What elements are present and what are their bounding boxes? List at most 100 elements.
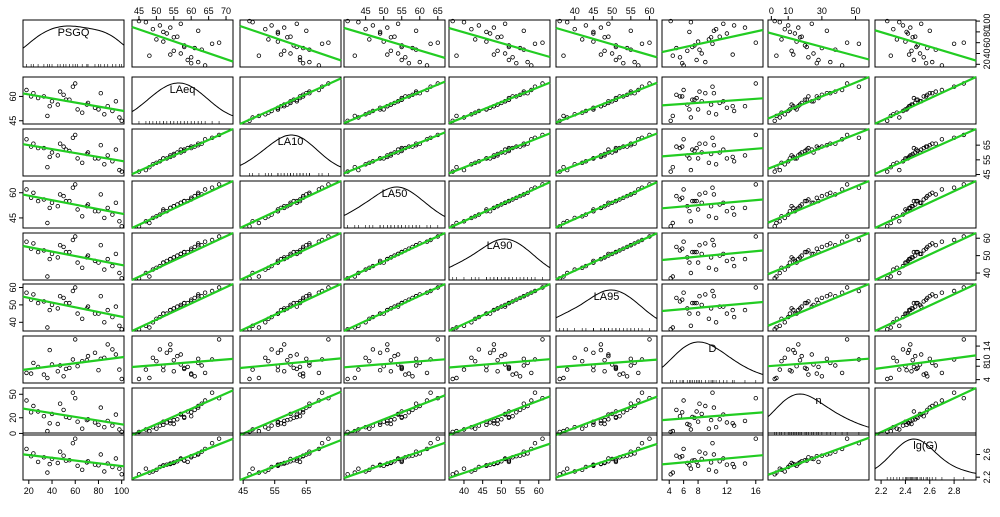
data-point-la90-d-15	[742, 256, 748, 262]
data-point-lgg-la50-23	[435, 436, 440, 441]
data-point-laeq-d-14	[694, 95, 699, 101]
tick-label-bottom-psgq-100: 100	[114, 486, 129, 496]
data-point-psgq-la50-18	[377, 29, 383, 35]
data-point-psgq-la95-27	[628, 28, 633, 33]
data-point-laeq-psgq-2	[55, 102, 60, 107]
data-point-d-la95-8	[583, 347, 589, 352]
data-point-la50-psgq-14	[35, 198, 41, 204]
tick-label-top-la50-45: 45	[361, 6, 371, 16]
data-point-la10-lgg-0	[897, 167, 902, 173]
data-point-laeq-d-0	[688, 115, 694, 120]
data-point-d-la95-25	[613, 366, 619, 372]
density-curve-psgq	[22, 25, 125, 49]
data-point-psgq-la10-22	[300, 61, 306, 66]
data-point-d-n-23	[844, 337, 850, 342]
data-point-psgq-lgg-23	[961, 40, 966, 45]
data-point-n-laeq-21	[171, 417, 176, 423]
panel-laeq-n	[767, 76, 870, 125]
data-point-la90-d-16	[710, 237, 715, 243]
data-point-la50-la10-17	[256, 220, 262, 226]
data-point-la10-d-3	[695, 156, 701, 161]
data-point-d-la50-23	[435, 337, 440, 342]
tick-label-top-n-0: 0	[769, 6, 774, 16]
data-point-psgq-la95-1	[632, 59, 637, 65]
data-point-psgq-la90-18	[484, 29, 489, 35]
data-point-n-la90-5	[510, 414, 515, 419]
data-point-n-lgg-16	[951, 390, 957, 395]
density-curve-n	[767, 393, 870, 428]
data-point-psgq-n-11	[792, 31, 798, 36]
regression-line-la90-n	[767, 231, 870, 276]
panel-laeq-la50	[343, 76, 446, 125]
data-point-psgq-d-20	[697, 47, 702, 52]
data-point-la95-psgq-24	[119, 327, 124, 332]
data-point-n-d-18	[687, 422, 692, 427]
data-point-d-n-12	[779, 359, 784, 364]
data-point-laeq-la90-17	[454, 113, 459, 119]
data-point-la95-n-24	[772, 327, 777, 332]
data-point-la50-n-26	[791, 205, 796, 211]
panel-psgq-d	[661, 19, 764, 68]
data-point-psgq-la50-10	[395, 51, 401, 56]
density-curve-la90	[448, 238, 551, 269]
data-point-psgq-la50-16	[428, 41, 433, 46]
regression-line-laeq-la10	[239, 77, 342, 126]
data-point-la10-d-27	[711, 142, 717, 148]
data-point-laeq-psgq-9	[24, 87, 29, 93]
data-point-n-la90-25	[506, 414, 512, 420]
data-point-psgq-la95-16	[639, 41, 645, 46]
data-point-laeq-n-7	[802, 97, 808, 102]
data-point-psgq-la10-21	[285, 35, 290, 40]
data-point-la50-lgg-19	[919, 200, 924, 205]
data-point-psgq-la50-6	[392, 34, 397, 39]
data-point-lgg-la90-16	[532, 441, 538, 446]
regression-line-la90-la10	[239, 232, 342, 281]
regression-line-la10-la50	[343, 131, 446, 175]
data-point-la90-laeq-9	[202, 239, 208, 244]
data-point-la95-laeq-9	[202, 290, 208, 295]
data-point-psgq-la10-15	[282, 25, 287, 30]
panel-laeq-lgg	[874, 76, 977, 125]
data-point-psgq-lgg-26	[906, 52, 912, 57]
data-point-lgg-la95-25	[613, 458, 619, 463]
data-point-la90-d-0	[688, 270, 694, 276]
data-point-n-lgg-0	[897, 427, 902, 432]
data-point-la10-psgq-2	[55, 153, 60, 158]
data-point-la95-lgg-14	[911, 300, 917, 306]
data-point-la90-d-23	[753, 234, 758, 239]
variable-label-la95: LA95	[594, 291, 620, 303]
data-point-d-la10-14	[297, 364, 303, 370]
variable-label-la50: LA50	[382, 188, 408, 200]
data-point-psgq-n-24	[772, 18, 777, 24]
tick-label-left-laeq-45: 45	[8, 116, 18, 126]
data-point-d-laeq-6	[175, 353, 180, 359]
data-point-la95-laeq-13	[192, 295, 197, 301]
data-point-la90-lgg-24	[885, 276, 890, 281]
regression-line-la50-n	[767, 179, 870, 224]
regression-line-d-la10	[239, 357, 342, 370]
data-point-la90-n-26	[791, 256, 796, 262]
data-point-la95-psgq-9	[24, 290, 29, 295]
panel-la50-d	[661, 180, 764, 229]
data-point-la10-n-0	[777, 167, 782, 173]
panel-n-d	[661, 387, 764, 436]
data-point-d-la90-24	[450, 376, 455, 382]
data-point-la10-n-24	[772, 169, 777, 174]
data-point-la90-d-20	[697, 242, 702, 248]
data-point-psgq-la95-10	[609, 51, 615, 56]
tick-label-top-la50-55: 55	[397, 6, 407, 16]
tick-label-top-la95-60: 60	[645, 6, 655, 16]
tick-label-bottom-la90-60: 60	[534, 486, 544, 496]
data-point-d-la90-11	[487, 350, 493, 355]
data-point-d-la90-22	[514, 371, 519, 376]
regression-line-la10-laeq	[131, 127, 234, 176]
tick-label-top-laeq-70: 70	[221, 6, 231, 16]
data-point-d-la50-0	[356, 367, 361, 372]
data-point-la50-d-9	[681, 187, 686, 192]
data-point-d-la95-9	[636, 370, 641, 376]
data-point-psgq-la90-19	[502, 21, 508, 26]
data-point-la50-laeq-16	[209, 185, 215, 190]
tick-label-top-n-30: 30	[817, 6, 827, 16]
data-point-psgq-la95-15	[598, 25, 604, 30]
regression-line-laeq-lgg	[874, 76, 977, 125]
